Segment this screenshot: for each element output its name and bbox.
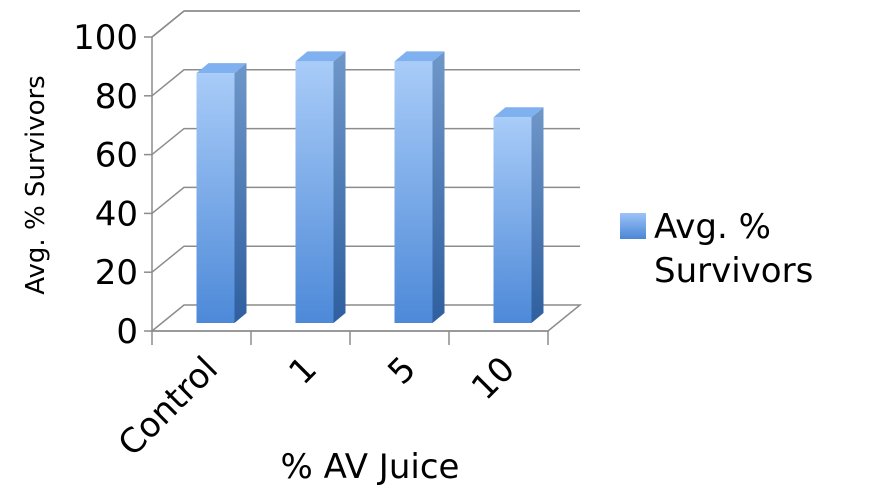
x-tick-label: 10	[464, 349, 523, 408]
bar-front	[394, 61, 433, 324]
bar	[394, 51, 445, 324]
gridline	[151, 127, 580, 156]
bar-top	[394, 51, 445, 62]
bar-top	[295, 51, 346, 62]
x-tick-label: Control	[111, 349, 226, 464]
bar-top	[493, 107, 544, 118]
y-axis-ticks: 0 20 40 60 80 100	[73, 18, 152, 352]
y-axis-label: Avg. % Survivors	[21, 75, 51, 294]
bar	[295, 51, 346, 324]
legend-swatch	[620, 213, 646, 239]
bar-front	[295, 61, 334, 324]
x-tick-label: 5	[380, 349, 424, 393]
y-tick-label: 40	[95, 194, 138, 234]
gridline	[151, 69, 580, 97]
bar-side	[531, 107, 544, 323]
x-tick-label: 1	[281, 349, 325, 393]
y-tick-label: 80	[95, 77, 138, 117]
x-axis-label: % AV Juice	[281, 447, 460, 487]
y-tick-label: 60	[95, 136, 138, 176]
gridlines	[151, 10, 580, 273]
gridline	[151, 10, 580, 38]
y-tick-label: 20	[95, 253, 138, 293]
y-tick-label: 100	[73, 18, 138, 58]
legend: Avg. % Survivors	[620, 205, 854, 293]
x-axis-ticks: Control 1 5 10	[111, 330, 549, 464]
bar-top	[196, 63, 247, 74]
bars	[196, 51, 544, 324]
bar-side	[432, 51, 445, 324]
bar-front	[196, 73, 235, 323]
bar-side	[333, 51, 346, 324]
gridline	[151, 245, 580, 273]
y-tick-label: 0	[116, 312, 138, 352]
legend-label: Avg. % Survivors	[654, 207, 814, 291]
bar	[196, 63, 247, 323]
gridline	[151, 186, 580, 214]
bar-side	[234, 63, 247, 323]
back-wall-top	[151, 10, 580, 38]
bar-front	[493, 117, 532, 323]
bar	[493, 107, 544, 323]
